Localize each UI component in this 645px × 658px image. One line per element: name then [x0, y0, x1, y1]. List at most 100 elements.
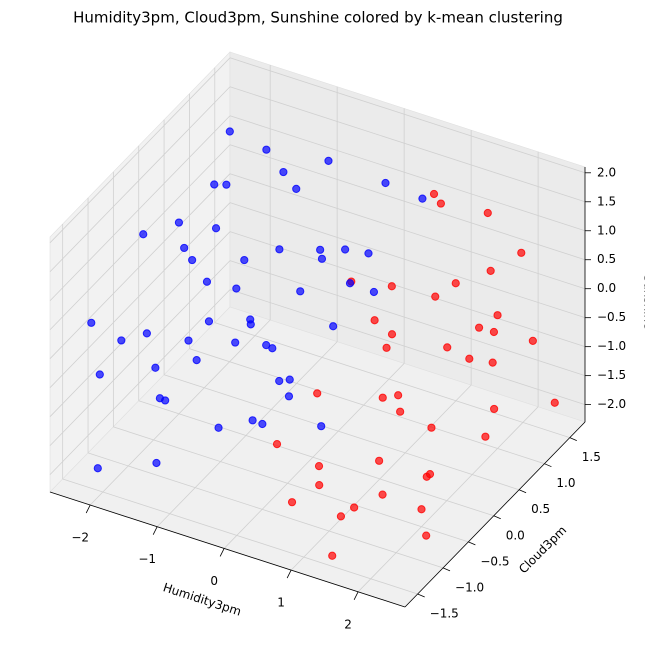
- data-point: [180, 243, 189, 253]
- data-point: [317, 254, 327, 263]
- data-point: [324, 156, 333, 165]
- data-point: [210, 180, 219, 189]
- data-point: [139, 230, 148, 239]
- data-point: [202, 277, 212, 286]
- x-tick-label: −1: [138, 552, 156, 566]
- grid-line: [229, 173, 586, 290]
- data-point: [451, 279, 460, 288]
- grid-line: [49, 144, 231, 331]
- x-axis-label: Humidity3pm: [161, 580, 243, 618]
- x-tick-label: 2: [344, 617, 352, 631]
- tick-mark: [518, 489, 527, 494]
- data-point: [375, 456, 384, 465]
- grid-line: [229, 57, 586, 174]
- data-point: [155, 394, 164, 403]
- data-point: [315, 481, 324, 490]
- z-tick-label: −2.0: [597, 397, 626, 411]
- data-point: [93, 464, 102, 473]
- data-point: [336, 512, 346, 521]
- data-point: [489, 327, 499, 337]
- grid-line: [89, 319, 271, 506]
- data-point: [313, 389, 322, 398]
- data-point: [370, 316, 379, 325]
- z-tick-label: 2.0: [597, 165, 616, 179]
- y-axis-line: [404, 421, 586, 608]
- data-point: [225, 127, 234, 136]
- data-point: [378, 393, 387, 402]
- data-point: [417, 505, 426, 514]
- tick-mark: [468, 541, 476, 546]
- data-point: [142, 329, 151, 338]
- x-tick-label: 1: [277, 596, 285, 610]
- grid-line: [49, 173, 231, 359]
- tick-mark: [442, 567, 451, 572]
- grid-line: [49, 231, 231, 417]
- data-point: [431, 292, 440, 301]
- grid-line: [49, 202, 231, 388]
- data-point: [422, 531, 431, 540]
- data-point: [279, 167, 288, 177]
- x-axis-line: [49, 491, 406, 608]
- data-point: [117, 336, 126, 345]
- data-point: [382, 343, 391, 352]
- grid-line: [290, 384, 472, 571]
- tick-mark: [219, 548, 225, 557]
- data-point: [394, 391, 403, 400]
- data-point: [486, 266, 495, 275]
- data-point: [490, 404, 499, 414]
- data-point: [316, 245, 325, 254]
- data-point: [258, 419, 267, 429]
- data-point: [341, 245, 350, 254]
- chart-title: Humidity3pm, Cloud3pm, Sunshine colored …: [73, 9, 563, 27]
- data-point: [517, 248, 526, 257]
- data-point: [328, 551, 337, 560]
- data-point: [275, 245, 284, 254]
- y-tick-label: −0.5: [480, 554, 509, 568]
- data-point: [184, 336, 193, 345]
- data-point: [248, 416, 257, 425]
- z-tick-label: −1.0: [597, 339, 626, 353]
- data-point: [151, 363, 160, 372]
- grid-line: [229, 202, 586, 319]
- grid-line: [87, 452, 444, 569]
- grid-line: [229, 86, 586, 203]
- data-point: [436, 199, 445, 208]
- tick-mark: [353, 591, 359, 600]
- data-point: [493, 311, 502, 320]
- y-tick-label: 0.0: [506, 528, 525, 542]
- data-point: [483, 208, 492, 218]
- data-point: [296, 287, 305, 296]
- grid-line: [229, 144, 586, 261]
- data-point: [427, 423, 436, 432]
- tick-mark: [85, 504, 91, 514]
- grid-line: [229, 289, 586, 405]
- data-point: [317, 422, 326, 431]
- grid-line: [223, 363, 405, 549]
- grid-line: [49, 289, 231, 475]
- z-tick-label: −0.5: [597, 310, 626, 324]
- grid-line: [49, 86, 231, 273]
- data-point: [378, 490, 387, 499]
- tick-mark: [493, 515, 501, 520]
- data-point: [387, 282, 396, 291]
- y-tick-label: −1.0: [455, 580, 484, 594]
- z-tick-label: 1.5: [597, 194, 616, 208]
- data-point: [550, 398, 559, 407]
- data-point: [369, 287, 379, 297]
- tick-mark: [286, 569, 292, 579]
- data-point: [95, 370, 104, 379]
- data-point: [422, 472, 431, 481]
- data-point: [443, 343, 452, 352]
- data-point: [152, 458, 161, 468]
- data-point: [488, 358, 497, 367]
- z-tick-label: 0.0: [597, 281, 616, 295]
- grid-line: [49, 115, 231, 302]
- data-point: [481, 432, 490, 441]
- x-tick-label: −2: [71, 531, 89, 545]
- grid-line: [163, 374, 520, 491]
- data-point: [314, 462, 324, 471]
- grid-line: [138, 400, 494, 517]
- data-point: [465, 354, 474, 363]
- data-point: [222, 180, 231, 189]
- z-tick-label: 1.0: [597, 223, 616, 237]
